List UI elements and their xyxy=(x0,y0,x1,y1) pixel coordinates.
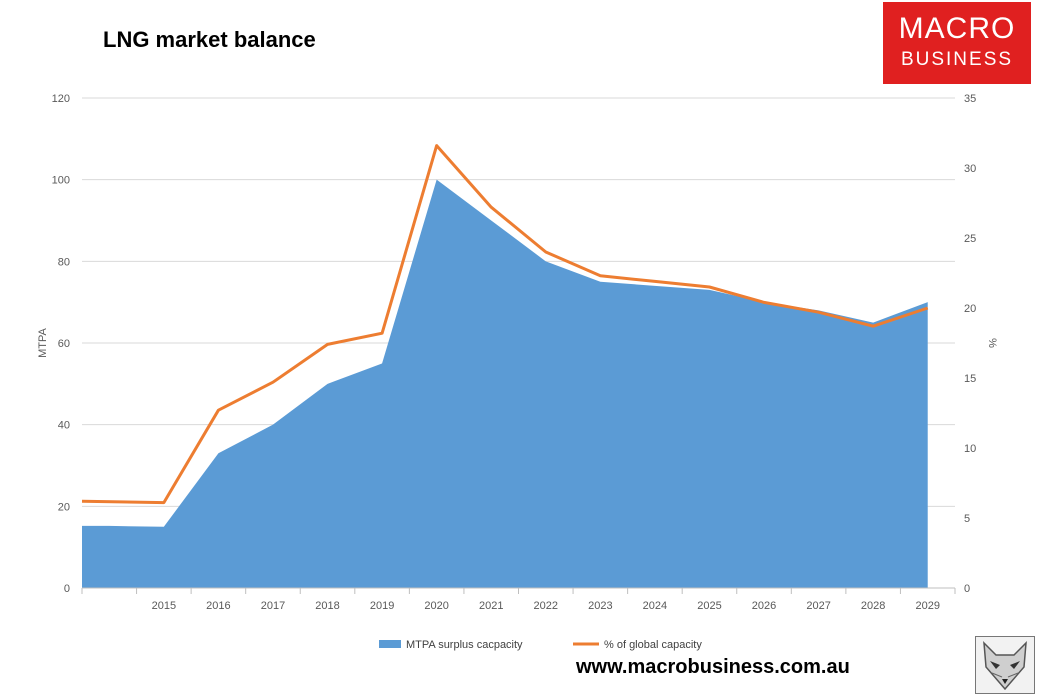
y-right-tick-label: 10 xyxy=(964,443,976,455)
y-right-tick-label: 25 xyxy=(964,233,976,245)
line-global-capacity xyxy=(81,144,929,505)
footer-url[interactable]: www.macrobusiness.com.au xyxy=(576,656,850,678)
y-right-tick-label: 35 xyxy=(964,93,976,105)
line-series xyxy=(81,144,929,505)
y-right-tick-label: 30 xyxy=(964,163,976,175)
y-left-tick-label: 80 xyxy=(58,256,70,268)
area-mtpa-surplus xyxy=(82,179,928,588)
macrobusiness-logo: MACRO BUSINESS xyxy=(883,2,1031,84)
x-tick-label: 2026 xyxy=(752,600,776,612)
x-tick-label: 2019 xyxy=(370,600,394,612)
x-tick-label: 2025 xyxy=(697,600,721,612)
x-tick-label: 2022 xyxy=(534,600,558,612)
legend-label-line: % of global capacity xyxy=(604,639,702,651)
x-tick-label: 2017 xyxy=(261,600,285,612)
y-left-tick-label: 120 xyxy=(52,93,70,105)
y-left-tick-label: 100 xyxy=(52,175,70,187)
x-tick-label: 2020 xyxy=(424,600,448,612)
y-right-tick-label: 0 xyxy=(964,583,970,595)
x-tick-label: 2028 xyxy=(861,600,885,612)
legend: MTPA surplus cacpacity % of global capac… xyxy=(379,639,702,651)
legend-label-area: MTPA surplus cacpacity xyxy=(406,639,523,651)
legend-swatch-area xyxy=(379,640,401,648)
logo-line-2: BUSINESS xyxy=(900,49,1014,70)
y-left-tick-label: 40 xyxy=(58,420,70,432)
y-left-tick-label: 0 xyxy=(64,583,70,595)
x-tick-label: 2023 xyxy=(588,600,612,612)
x-tick-label: 2015 xyxy=(152,600,176,612)
y-left-tick-label: 60 xyxy=(58,338,70,350)
logo-line-1: MACRO xyxy=(898,12,1016,45)
x-tick-label: 2024 xyxy=(643,600,667,612)
y-right-tick-label: 5 xyxy=(964,513,970,525)
y-axis-left-title: MTPA xyxy=(37,327,49,357)
x-tick-label: 2027 xyxy=(806,600,830,612)
y-right-tick-label: 15 xyxy=(964,373,976,385)
area-series xyxy=(82,179,928,588)
x-tick-label: 2029 xyxy=(915,600,939,612)
x-tick-label: 2021 xyxy=(479,600,503,612)
y-axis-right-title: % xyxy=(986,338,998,348)
chart-title: LNG market balance xyxy=(103,27,316,52)
axes xyxy=(81,587,956,594)
x-tick-label: 2018 xyxy=(315,600,339,612)
fox-head-icon xyxy=(975,636,1035,694)
y-right-tick-label: 20 xyxy=(964,303,976,315)
x-tick-label: 2016 xyxy=(206,600,230,612)
y-left-tick-label: 20 xyxy=(58,501,70,513)
